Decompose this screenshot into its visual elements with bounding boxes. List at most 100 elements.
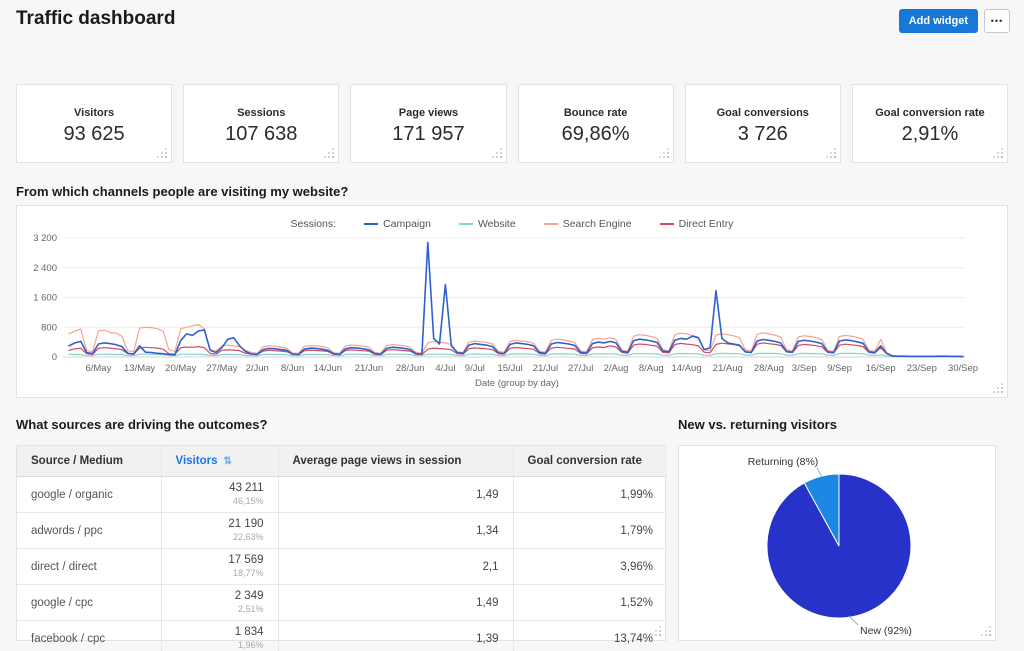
- cell-goal-rate: 13,74%: [512, 620, 667, 651]
- cell-avg-pageviews: 1,39: [277, 620, 513, 651]
- pie-label-returning: Returning (8%): [748, 456, 819, 468]
- table-row[interactable]: adwords / ppc 21 190 22,63% 1,34 1,79%: [17, 512, 667, 549]
- visitors-share: 22,63%: [232, 532, 264, 542]
- cell-avg-pageviews: 1,34: [277, 512, 513, 549]
- svg-text:15/Jul: 15/Jul: [497, 363, 522, 374]
- kpi-value: 3 726: [737, 123, 788, 145]
- resize-handle-icon[interactable]: [332, 156, 335, 158]
- visitors-share: 18,77%: [232, 568, 264, 578]
- kpi-card-bounce-rate: Bounce rate 69,86%: [517, 84, 674, 163]
- visitors-share: 46,15%: [232, 496, 264, 506]
- legend-item-campaign[interactable]: Campaign: [364, 218, 431, 230]
- svg-text:21/Jul: 21/Jul: [533, 363, 558, 374]
- resize-handle-icon[interactable]: [499, 156, 502, 158]
- cell-source: adwords / ppc: [17, 512, 161, 549]
- table-row[interactable]: direct / direct 17 569 18,77% 2,1 3,96%: [17, 548, 667, 585]
- page-title: Traffic dashboard: [16, 8, 176, 29]
- svg-text:14/Aug: 14/Aug: [672, 363, 702, 374]
- legend-item-search-engine[interactable]: Search Engine: [543, 218, 632, 230]
- kpi-label: Bounce rate: [563, 107, 628, 119]
- svg-text:800: 800: [41, 322, 57, 333]
- channels-chart-widget: Sessions: Campaign Website Search Engine…: [16, 205, 1008, 398]
- cell-avg-pageviews: 1,49: [277, 584, 513, 621]
- legend-title: Sessions:: [290, 218, 337, 230]
- col-header-source-medium: Source / Medium: [17, 446, 161, 477]
- col-header-avg-pageviews: Average page views in session: [277, 446, 513, 477]
- cell-source: google / organic: [17, 476, 161, 513]
- kpi-label: Sessions: [237, 107, 286, 119]
- sources-section-title: What sources are driving the outcomes?: [16, 417, 268, 432]
- kpi-value: 2,91%: [901, 123, 959, 145]
- channels-section-title: From which channels people are visiting …: [16, 184, 349, 199]
- col-header-visitors[interactable]: Visitors ⇅: [160, 446, 278, 477]
- more-options-button[interactable]: •••: [984, 9, 1010, 33]
- svg-text:23/Sep: 23/Sep: [907, 363, 937, 374]
- legend-item-direct-entry[interactable]: Direct Entry: [659, 218, 734, 230]
- resize-handle-icon[interactable]: [165, 156, 168, 158]
- svg-text:16/Sep: 16/Sep: [866, 363, 896, 374]
- svg-text:21/Aug: 21/Aug: [713, 363, 743, 374]
- pie-label-new: New (92%): [860, 625, 912, 637]
- resize-handle-icon[interactable]: [833, 156, 836, 158]
- sources-table-widget: Source / Medium Visitors ⇅ Average page v…: [16, 445, 667, 651]
- resize-handle-icon[interactable]: [666, 156, 669, 158]
- cell-goal-rate: 3,96%: [512, 548, 667, 585]
- chart-legend: Sessions: Campaign Website Search Engine…: [17, 218, 1007, 230]
- svg-text:1 600: 1 600: [33, 293, 57, 304]
- topbar-actions: Add widget •••: [898, 9, 1010, 33]
- svg-text:9/Jul: 9/Jul: [465, 363, 485, 374]
- legend-label: Website: [477, 218, 516, 230]
- svg-text:28/Aug: 28/Aug: [754, 363, 784, 374]
- svg-text:30/Sep: 30/Sep: [948, 363, 978, 374]
- sort-icon: ⇅: [223, 456, 232, 467]
- sources-table: Source / Medium Visitors ⇅ Average page v…: [17, 446, 667, 651]
- legend-label: Search Engine: [562, 218, 632, 230]
- svg-text:13/May: 13/May: [124, 363, 155, 374]
- svg-text:2/Jun: 2/Jun: [246, 363, 269, 374]
- kpi-card-goal-conversions: Goal conversions 3 726: [684, 84, 841, 163]
- svg-text:2/Aug: 2/Aug: [604, 363, 629, 374]
- cell-visitors: 17 569 18,77%: [160, 548, 278, 585]
- add-widget-button[interactable]: Add widget: [898, 9, 978, 33]
- svg-text:4/Jul: 4/Jul: [435, 363, 455, 374]
- table-row[interactable]: google / organic 43 211 46,15% 1,49 1,99%: [17, 476, 667, 513]
- resize-handle-icon[interactable]: [989, 634, 991, 636]
- visitors-share: 2,51%: [237, 604, 264, 614]
- cell-source: direct / direct: [17, 548, 161, 585]
- table-row[interactable]: facebook / cpc 1 834 1,96% 1,39 13,74%: [17, 620, 667, 651]
- kpi-value: 171 957: [392, 123, 465, 145]
- svg-text:0: 0: [52, 352, 57, 363]
- kpi-label: Goal conversions: [716, 107, 809, 119]
- kpi-card-sessions: Sessions 107 638: [183, 84, 340, 163]
- kpi-label: Page views: [398, 107, 459, 119]
- svg-text:6/May: 6/May: [85, 363, 111, 374]
- legend-label: Campaign: [383, 218, 431, 230]
- resize-handle-icon[interactable]: [1001, 156, 1004, 158]
- table-row[interactable]: google / cpc 2 349 2,51% 1,49 1,52%: [17, 584, 667, 621]
- legend-item-website[interactable]: Website: [458, 218, 516, 230]
- svg-text:20/May: 20/May: [165, 363, 196, 374]
- cell-visitors: 21 190 22,63%: [160, 512, 278, 549]
- kpi-label: Goal conversion rate: [875, 107, 985, 119]
- cell-avg-pageviews: 2,1: [277, 548, 513, 585]
- kpi-card-goal-conversion-rate: Goal conversion rate 2,91%: [851, 84, 1009, 163]
- cell-visitors: 1 834 1,96%: [160, 620, 278, 651]
- visitors-share: 1,96%: [237, 640, 264, 650]
- cell-source: facebook / cpc: [17, 620, 161, 651]
- legend-dash-icon: [543, 223, 558, 225]
- kpi-value: 93 625: [63, 123, 125, 145]
- resize-handle-icon[interactable]: [1001, 391, 1003, 393]
- legend-dash-icon: [659, 223, 674, 225]
- resize-handle-icon[interactable]: [659, 634, 661, 636]
- cell-visitors: 43 211 46,15%: [160, 476, 278, 513]
- returning-leader-line: [816, 467, 823, 478]
- legend-label: Direct Entry: [678, 218, 734, 230]
- svg-text:3 200: 3 200: [33, 233, 57, 244]
- svg-text:8/Aug: 8/Aug: [639, 363, 664, 374]
- kpi-value: 69,86%: [561, 123, 630, 145]
- kpi-row: Visitors 93 625 Sessions 107 638 Page vi…: [16, 84, 1009, 163]
- svg-text:3/Sep: 3/Sep: [792, 363, 817, 374]
- svg-text:28/Jun: 28/Jun: [396, 363, 425, 374]
- pie-chart-svg: Returning (8%) New (92%): [748, 456, 912, 637]
- kpi-value: 107 638: [225, 123, 298, 145]
